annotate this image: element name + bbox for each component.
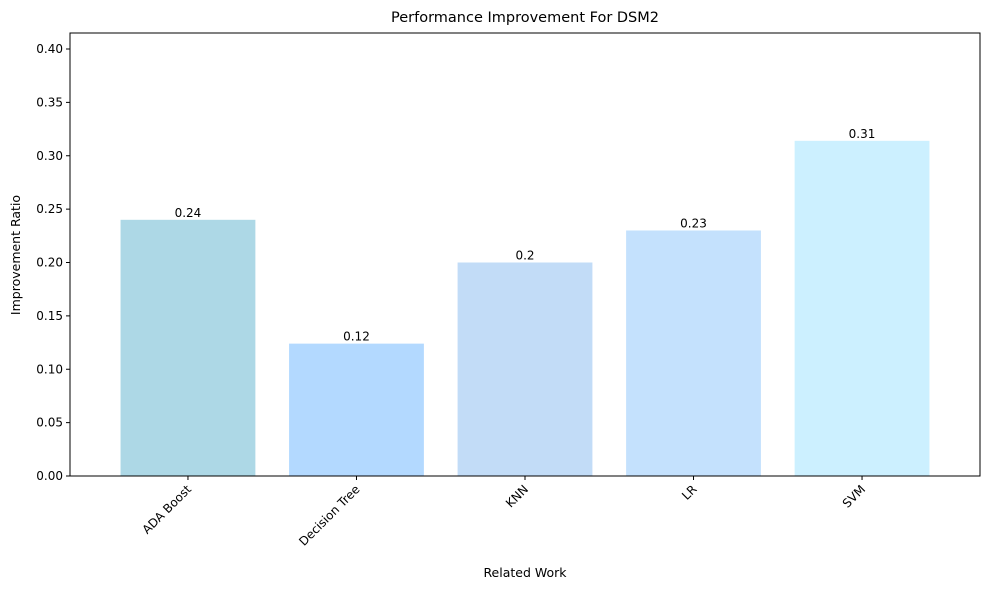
- plot-frame: [69, 32, 981, 477]
- bar-value-label: 0.2: [515, 249, 534, 263]
- y-tick-label: 0.05: [36, 416, 63, 430]
- y-tick-label: 0.20: [36, 256, 63, 270]
- x-tick-label: Decision Tree: [296, 482, 362, 548]
- y-tick-label: 0.30: [36, 149, 63, 163]
- bar: [289, 343, 424, 476]
- bar-value-label: 0.12: [343, 330, 370, 344]
- bar: [457, 262, 593, 476]
- chart-title: Performance Improvement For DSM2: [391, 10, 659, 26]
- bar-value-label: 0.23: [680, 216, 707, 230]
- y-tick-label: 0.40: [36, 42, 63, 56]
- bar-value-label: 0.24: [175, 206, 202, 220]
- y-axis-label: Improvement Ratio: [8, 195, 23, 315]
- y-tick-label: 0.25: [36, 202, 63, 216]
- bar: [794, 140, 930, 476]
- x-tick-label: KNN: [503, 482, 531, 510]
- bar: [120, 219, 256, 476]
- x-tick-label: LR: [679, 482, 700, 503]
- bar: [626, 230, 761, 476]
- x-tick-label: ADA Boost: [140, 482, 195, 537]
- y-axis: 0.00 0.05 0.10 0.15 0.20 0.25 0.30 0.35 0.40: [36, 42, 70, 483]
- x-tick-label: SVM: [840, 482, 868, 510]
- bar-value-label: 0.31: [849, 127, 876, 141]
- bars-group: 0.24 0.12 0.2 0.23 0.31: [120, 127, 930, 476]
- y-tick-label: 0.35: [36, 95, 63, 109]
- y-tick-label: 0.00: [36, 469, 63, 483]
- y-tick-label: 0.10: [36, 362, 63, 376]
- y-tick-label: 0.15: [36, 309, 63, 323]
- x-axis: ADA Boost Decision Tree KNN LR SVM: [140, 476, 868, 549]
- x-axis-label: Related Work: [483, 565, 567, 580]
